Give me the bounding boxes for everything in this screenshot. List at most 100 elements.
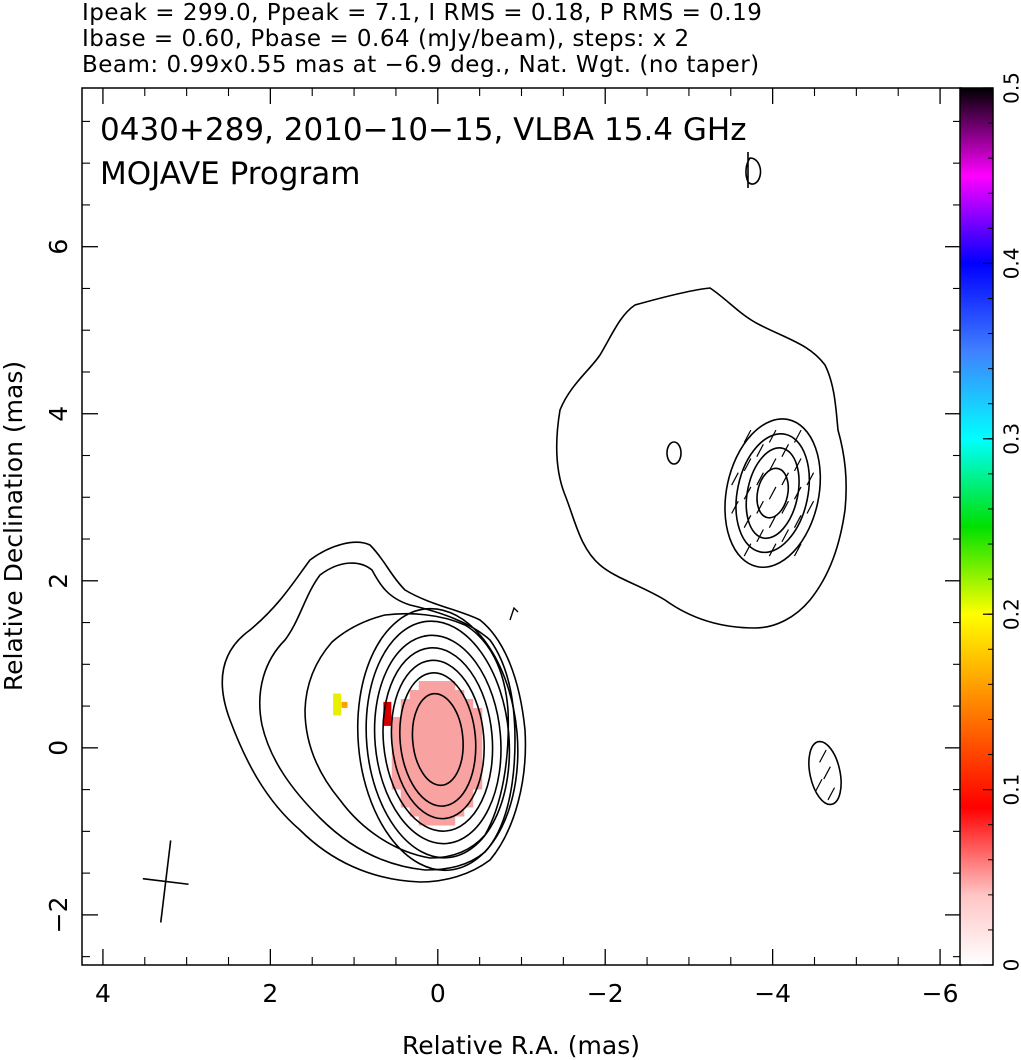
pol-cell (454, 726, 465, 736)
pol-cell (445, 807, 456, 817)
pol-cell (400, 744, 411, 754)
pol-cell-yellow (333, 693, 342, 716)
pol-cell (409, 726, 420, 736)
pol-cell (427, 699, 438, 709)
pol-vector (806, 500, 815, 514)
pol-vector (743, 543, 752, 557)
pol-cell (409, 744, 420, 754)
pol-cell (409, 771, 420, 781)
colorbar-tick-label: 0.2 (1000, 598, 1021, 630)
pol-cell (463, 708, 474, 718)
pol-cell (445, 780, 456, 790)
pol-cell (463, 753, 474, 763)
pol-cell (436, 789, 447, 799)
pol-cell (454, 753, 465, 763)
pol-cell (436, 708, 447, 718)
pol-cell (454, 789, 465, 799)
pol-cell (400, 717, 411, 727)
pol-cell (436, 762, 447, 772)
pol-cell (409, 690, 420, 700)
x-tick-label: 2 (262, 979, 278, 1008)
pol-cell (409, 735, 420, 745)
pol-vector (793, 515, 802, 528)
pol-cell (454, 798, 465, 808)
core-contour-ellipse-5 (365, 620, 511, 859)
pol-cell (427, 771, 438, 781)
colorbar-tick-label: 0.4 (1000, 247, 1021, 279)
pol-cell (463, 771, 474, 781)
pol-vector (823, 766, 831, 780)
pol-cell (472, 708, 483, 718)
pol-vector (768, 458, 777, 472)
chart-title: 0430+289, 2010−10−15, VLBA 15.4 GHz (100, 112, 746, 148)
pol-cell (400, 789, 411, 799)
pol-cell (463, 789, 474, 799)
pol-cell (418, 726, 429, 736)
header-line-3: Beam: 0.99x0.55 mas at −6.9 deg., Nat. W… (82, 52, 760, 78)
pol-vector (781, 529, 790, 543)
pol-cell (436, 726, 447, 736)
header-line-1: Ipeak = 299.0, Ppeak = 7.1, I RMS = 0.18… (82, 0, 763, 26)
pol-cell (418, 816, 429, 826)
pol-cell (427, 798, 438, 808)
pol-cell (436, 816, 447, 826)
pol-cell (472, 726, 483, 736)
pol-cell (454, 807, 465, 817)
jet-knot-contour-2 (735, 433, 811, 554)
south-blob-contour (808, 740, 842, 806)
header-line-2: Ibase = 0.60, Pbase = 0.64 (mJy/beam), s… (82, 26, 690, 52)
pol-cell (427, 753, 438, 763)
pol-cell (445, 789, 456, 799)
pol-cell (454, 744, 465, 754)
pol-cell-high (383, 701, 392, 726)
pol-cell (463, 762, 474, 772)
x-axis-label: Relative R.A. (mas) (402, 1031, 640, 1060)
core-contour-ellipse-3 (382, 647, 494, 832)
pol-cell (391, 753, 402, 763)
pol-cell (472, 717, 483, 727)
pol-vector (756, 444, 764, 457)
pol-cell (454, 735, 465, 745)
pol-cell (463, 726, 474, 736)
pol-cell (445, 762, 456, 772)
pol-vector (768, 486, 777, 500)
pol-cell (418, 699, 429, 709)
pol-cell (418, 780, 429, 790)
pol-cell (418, 789, 429, 799)
core-contour-ellipse-0 (411, 692, 464, 787)
pol-cell (409, 717, 420, 727)
y-tick-label: 4 (44, 406, 73, 422)
pol-vector (756, 500, 764, 514)
pol-vector (793, 429, 802, 443)
pol-cell (436, 807, 447, 817)
pol-cell (427, 708, 438, 718)
pol-vector (756, 529, 764, 543)
pol-cell (400, 735, 411, 745)
core-contour-3 (304, 612, 510, 859)
core-contour-2 (258, 562, 516, 871)
pol-cell (472, 735, 483, 745)
pol-cell (445, 771, 456, 781)
pol-cell (445, 798, 456, 808)
x-tick-label: −4 (754, 979, 791, 1008)
pol-cell (436, 735, 447, 745)
core-outer-contour (221, 541, 527, 883)
pol-vector (743, 515, 752, 528)
pol-cell (472, 753, 483, 763)
pol-cell (418, 753, 429, 763)
pol-cell (436, 771, 447, 781)
pol-cell (445, 690, 456, 700)
pol-cell (409, 780, 420, 790)
pol-cell (427, 807, 438, 817)
pol-vector (827, 787, 836, 801)
pol-cell (409, 699, 420, 709)
pol-cell (391, 771, 402, 781)
pol-vector (819, 749, 827, 763)
pol-cell (427, 726, 438, 736)
pol-cell (445, 816, 456, 826)
x-tick-label: −6 (922, 979, 959, 1008)
pol-cell (436, 681, 447, 691)
pol-cell (427, 681, 438, 691)
pol-cell (445, 744, 456, 754)
pol-cell (454, 708, 465, 718)
